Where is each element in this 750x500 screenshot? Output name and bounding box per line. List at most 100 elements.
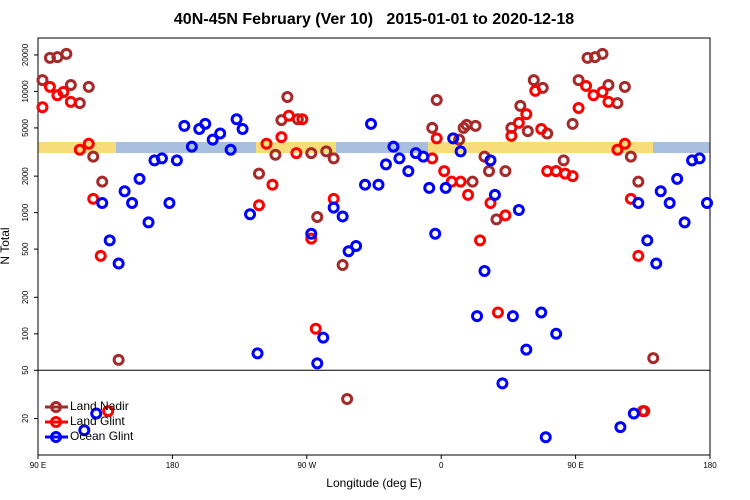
point — [118, 185, 131, 198]
point — [423, 181, 436, 194]
y-tick-label: 5000 — [21, 118, 30, 136]
point — [602, 79, 615, 92]
legend-marker — [50, 416, 62, 428]
point — [447, 132, 460, 145]
point — [678, 216, 691, 229]
point — [102, 405, 115, 418]
point — [305, 147, 318, 160]
y-tick-label: 100 — [21, 327, 30, 341]
point — [632, 175, 645, 188]
point — [342, 245, 355, 258]
point — [484, 154, 497, 167]
y-tick-label: 50 — [21, 365, 30, 374]
point — [230, 113, 243, 126]
point — [133, 172, 146, 185]
point — [206, 133, 219, 146]
point — [535, 306, 548, 319]
series — [36, 79, 651, 418]
point — [60, 47, 73, 60]
point — [82, 80, 95, 93]
point — [462, 188, 475, 201]
point — [482, 165, 495, 178]
point — [281, 90, 294, 103]
point — [693, 152, 706, 165]
point — [572, 101, 585, 114]
point — [57, 85, 70, 98]
point — [311, 211, 324, 224]
point — [454, 175, 467, 188]
point — [305, 227, 318, 240]
point — [282, 109, 295, 122]
point — [471, 310, 484, 323]
point — [36, 74, 49, 87]
point — [253, 167, 266, 180]
point — [309, 322, 322, 335]
point — [654, 185, 667, 198]
point — [439, 181, 452, 194]
point — [496, 377, 509, 390]
point — [474, 234, 487, 247]
point — [701, 197, 714, 210]
legend-label: Land Glint — [70, 414, 125, 428]
x-tick-label: 90 W — [297, 461, 316, 470]
point — [624, 150, 637, 163]
point — [521, 125, 534, 138]
y-tick-label: 1000 — [21, 203, 30, 221]
point — [87, 150, 100, 163]
point — [454, 145, 467, 158]
point — [379, 158, 392, 171]
y-tick-label: 200 — [21, 290, 30, 304]
point — [96, 197, 109, 210]
x-tick-label: 180 — [703, 461, 717, 470]
y-tick-label: 20 — [21, 414, 30, 423]
point — [387, 140, 400, 153]
point — [327, 152, 340, 165]
point — [430, 93, 443, 106]
legend-marker — [50, 401, 62, 413]
point — [224, 143, 237, 156]
point — [90, 407, 103, 420]
point — [199, 117, 212, 130]
surface-band — [38, 142, 710, 153]
point — [478, 264, 491, 277]
point — [178, 119, 191, 132]
point — [170, 154, 183, 167]
point — [602, 95, 615, 108]
point — [488, 188, 501, 201]
legend-marker — [50, 431, 62, 443]
point — [290, 147, 303, 160]
point — [155, 152, 168, 165]
point — [520, 108, 533, 121]
point — [491, 306, 504, 319]
point — [296, 113, 309, 126]
point — [275, 131, 288, 144]
point — [103, 234, 116, 247]
point — [490, 213, 503, 226]
point — [96, 175, 109, 188]
point — [320, 145, 333, 158]
ocean-band — [38, 142, 710, 153]
point — [78, 424, 91, 437]
point — [566, 117, 579, 130]
point — [499, 165, 512, 178]
point — [365, 117, 378, 130]
point — [557, 154, 570, 167]
point — [527, 74, 540, 87]
point — [87, 192, 100, 205]
y-tick-label: 20000 — [21, 43, 30, 66]
point — [520, 343, 533, 356]
point — [64, 95, 77, 108]
point — [36, 101, 49, 114]
plot-frame — [37, 37, 711, 456]
point — [453, 133, 466, 146]
point — [627, 407, 640, 420]
point — [632, 197, 645, 210]
legend-label: Ocean Glint — [70, 429, 134, 443]
point — [506, 310, 519, 323]
point — [251, 347, 264, 360]
point — [393, 152, 406, 165]
x-tick-label: 90 E — [567, 461, 583, 470]
point — [311, 357, 324, 370]
